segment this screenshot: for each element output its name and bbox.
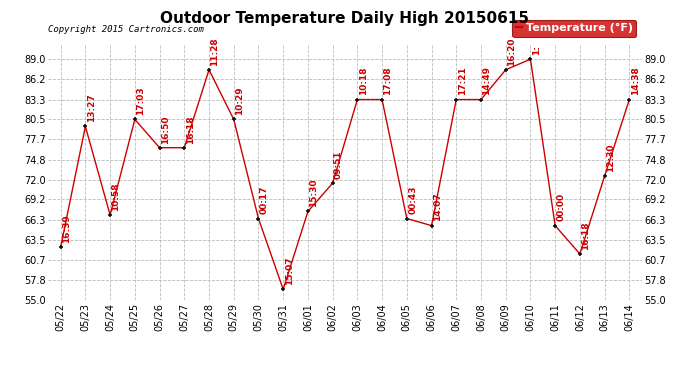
Text: 00:17: 00:17 [260, 186, 269, 214]
Text: 00:43: 00:43 [408, 186, 417, 214]
Point [253, 216, 264, 222]
Text: Outdoor Temperature Daily High 20150615: Outdoor Temperature Daily High 20150615 [161, 11, 529, 26]
Text: 16:18: 16:18 [186, 115, 195, 144]
Point [574, 251, 585, 257]
Text: 13:27: 13:27 [87, 93, 96, 122]
Point [55, 244, 66, 250]
Text: 17:03: 17:03 [136, 87, 145, 115]
Point [475, 96, 486, 102]
Text: 16:20: 16:20 [507, 37, 516, 66]
Point [228, 116, 239, 122]
Point [302, 209, 313, 214]
Text: 10:58: 10:58 [112, 182, 121, 211]
Text: 14:49: 14:49 [482, 66, 491, 95]
Point [129, 116, 140, 122]
Point [624, 96, 635, 102]
Point [277, 286, 288, 292]
Text: 16:39: 16:39 [62, 214, 71, 243]
Text: 10:29: 10:29 [235, 87, 244, 115]
Point [105, 212, 116, 218]
Text: 09:51: 09:51 [334, 150, 343, 179]
Point [550, 223, 561, 229]
Point [204, 67, 215, 73]
Text: 1:: 1: [532, 45, 541, 55]
Text: 17:21: 17:21 [457, 67, 466, 95]
Point [179, 145, 190, 151]
Text: 12:30: 12:30 [606, 143, 615, 172]
Point [525, 56, 536, 62]
Point [352, 96, 363, 102]
Point [402, 216, 413, 222]
Text: 14:38: 14:38 [631, 67, 640, 95]
Text: 16:50: 16:50 [161, 115, 170, 144]
Text: 14:07: 14:07 [433, 193, 442, 222]
Text: 15:30: 15:30 [309, 179, 318, 207]
Legend: Temperature (°F): Temperature (°F) [513, 20, 636, 37]
Point [426, 223, 437, 229]
Point [154, 145, 165, 151]
Text: 00:00: 00:00 [557, 194, 566, 222]
Text: 15:07: 15:07 [284, 256, 293, 285]
Text: 16:18: 16:18 [581, 221, 590, 250]
Text: Copyright 2015 Cartronics.com: Copyright 2015 Cartronics.com [48, 25, 204, 34]
Text: 11:28: 11:28 [210, 37, 219, 66]
Point [377, 96, 388, 102]
Point [451, 96, 462, 102]
Text: 17:08: 17:08 [384, 67, 393, 95]
Text: 10:18: 10:18 [359, 67, 368, 95]
Point [599, 173, 610, 179]
Point [327, 180, 338, 186]
Point [80, 123, 91, 129]
Point [500, 67, 511, 73]
